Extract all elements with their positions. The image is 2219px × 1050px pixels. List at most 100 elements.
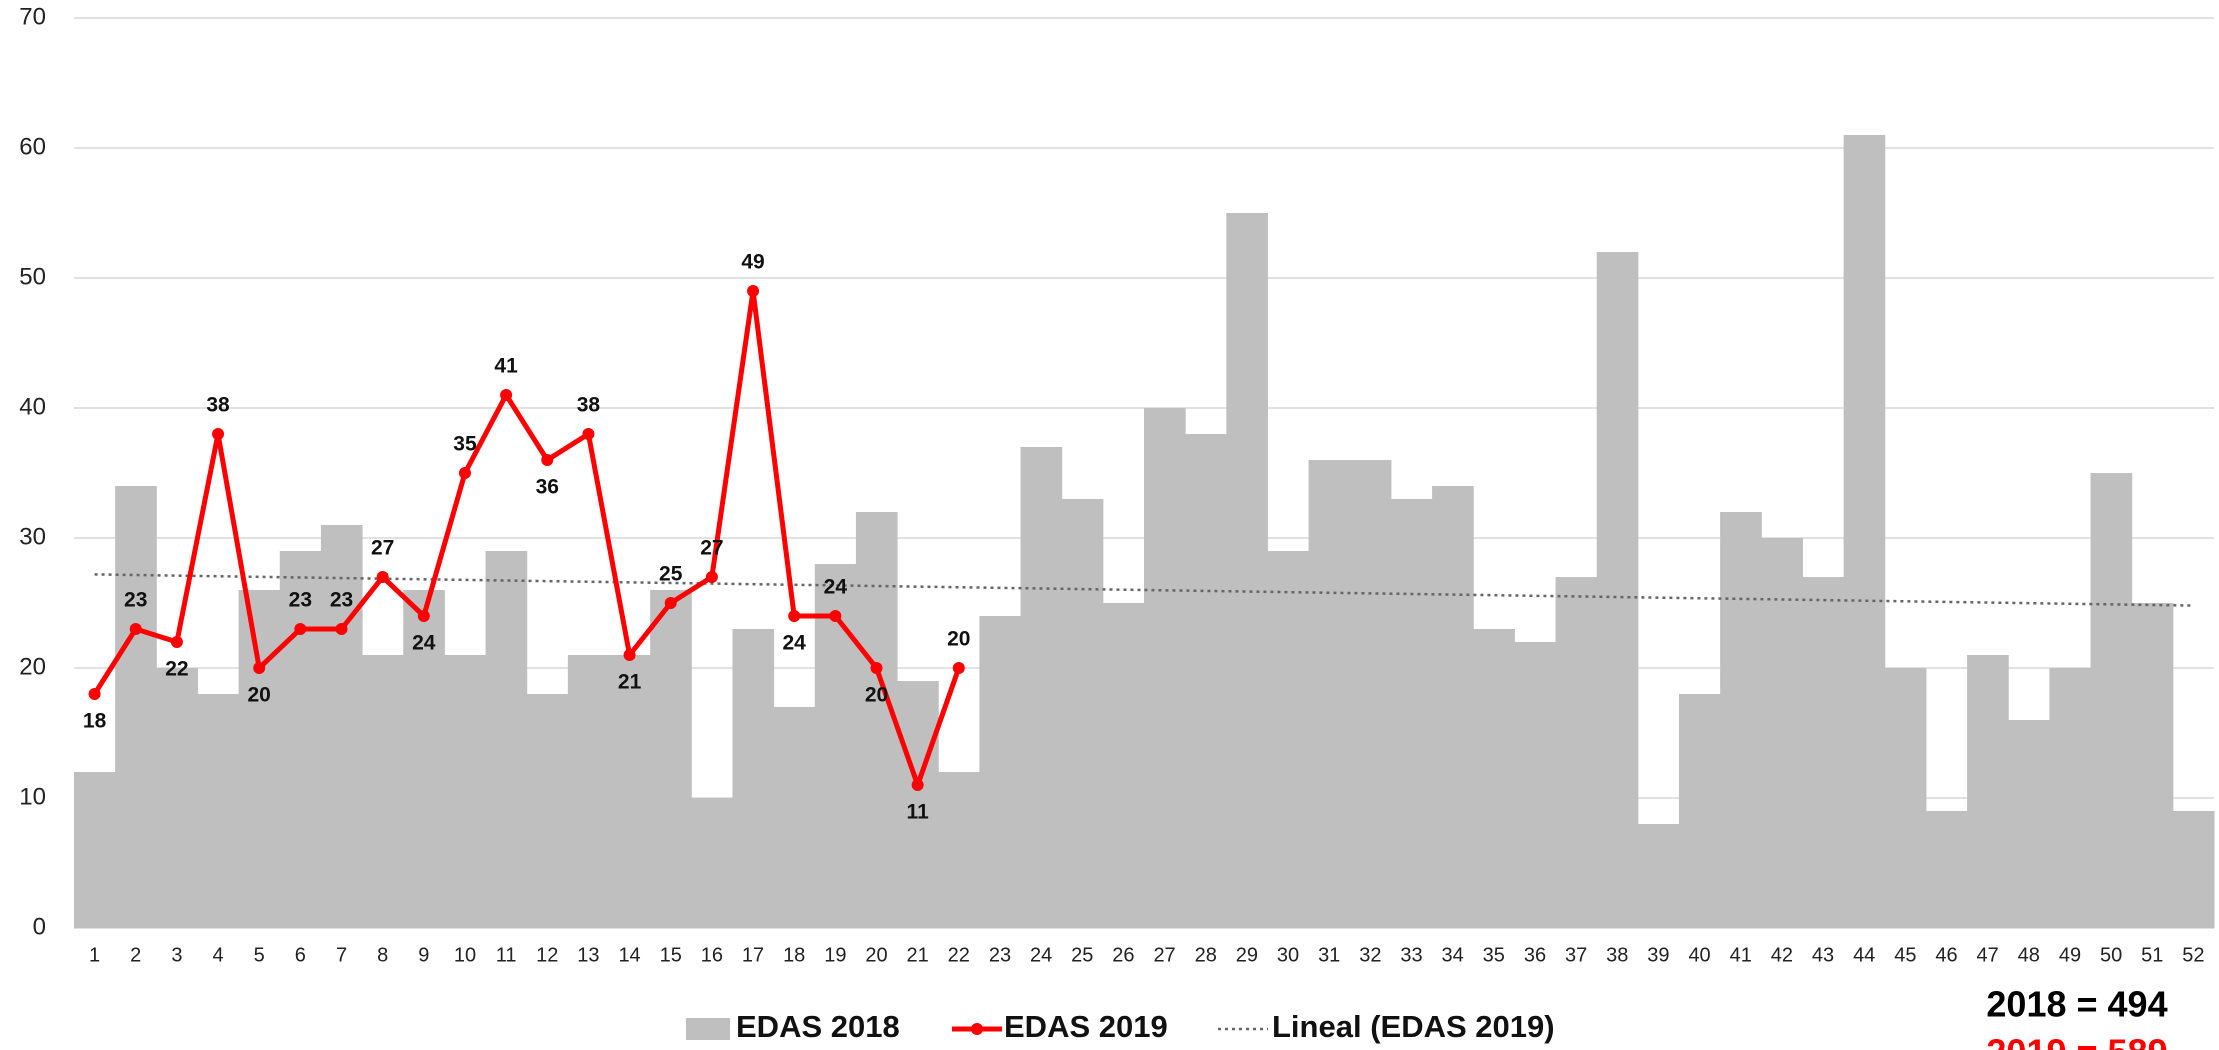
x-tick-label: 19 (824, 944, 846, 966)
x-tick-label: 24 (1030, 944, 1052, 966)
bar (1596, 252, 1639, 928)
x-tick-label: 10 (454, 944, 476, 966)
x-tick-label: 46 (1935, 944, 1957, 966)
data-label: 20 (947, 628, 970, 651)
bar (1802, 577, 1845, 928)
x-tick-label: 25 (1071, 944, 1093, 966)
data-label: 41 (494, 355, 518, 378)
x-tick-label: 37 (1565, 944, 1587, 966)
bar (1349, 460, 1392, 928)
data-label: 35 (453, 433, 477, 456)
data-label: 38 (206, 394, 230, 417)
y-tick-label: 20 (19, 653, 46, 680)
bar (1185, 434, 1227, 928)
x-tick-label: 41 (1730, 944, 1752, 966)
y-tick-label: 10 (19, 783, 46, 810)
data-label: 20 (865, 684, 888, 707)
bar (1884, 668, 1927, 928)
x-tick-label: 50 (2100, 944, 2122, 966)
bar (773, 707, 816, 928)
total: 2019 = 589 (1986, 1032, 2167, 1050)
bar (362, 655, 404, 928)
point (664, 597, 677, 609)
x-tick-label: 28 (1195, 944, 1217, 966)
bar (1390, 499, 1433, 928)
bar (1061, 499, 1104, 928)
x-tick-label: 23 (989, 944, 1011, 966)
bar (1679, 694, 1721, 928)
bar (2172, 811, 2215, 928)
x-tick-label: 4 (212, 944, 223, 966)
bar (2008, 720, 2050, 928)
point (541, 454, 554, 466)
point (747, 285, 760, 297)
x-tick-label: 43 (1812, 944, 1834, 966)
x-tick-label: 34 (1442, 944, 1464, 966)
point (212, 428, 225, 440)
point (623, 649, 636, 661)
x-tick-label: 36 (1524, 944, 1546, 966)
data-label: 24 (824, 576, 848, 599)
bar (197, 694, 240, 928)
bar (156, 668, 198, 928)
data-label: 27 (371, 537, 394, 560)
bar (1637, 824, 1680, 928)
bar (1967, 655, 2009, 928)
bar (2131, 603, 2174, 928)
bar (609, 655, 651, 928)
x-tick-label: 44 (1853, 944, 1875, 966)
point (417, 610, 430, 622)
x-tick-label: 40 (1688, 944, 1710, 966)
x-tick-label: 29 (1236, 944, 1258, 966)
bar (732, 629, 775, 928)
data-label: 11 (907, 801, 930, 824)
x-tick-label: 35 (1483, 944, 1505, 966)
point (376, 571, 389, 583)
x-tick-label: 22 (948, 944, 970, 966)
bar (238, 590, 281, 928)
x-tick-label: 9 (418, 944, 429, 966)
point (705, 571, 718, 583)
point (788, 610, 801, 622)
bar (279, 551, 322, 928)
x-tick-label: 7 (336, 944, 347, 966)
bar (897, 681, 939, 928)
data-label: 23 (289, 589, 312, 612)
y-tick-label: 40 (19, 393, 46, 420)
bar (74, 772, 116, 928)
y-tick-label: 50 (19, 263, 46, 290)
total: 2018 = 494 (1986, 984, 2167, 1025)
x-tick-label: 18 (783, 944, 805, 966)
data-label: 36 (536, 476, 559, 499)
x-tick-label: 12 (536, 944, 558, 966)
y-tick-label: 60 (19, 133, 46, 160)
point (253, 662, 266, 674)
y-tick-label: 70 (19, 3, 46, 30)
bar (1843, 135, 1886, 928)
x-tick-label: 31 (1318, 944, 1340, 966)
legend-label: EDAS 2018 (736, 1009, 900, 1044)
x-tick-label: 45 (1894, 944, 1916, 966)
bar (1020, 447, 1063, 928)
data-label: 24 (783, 632, 807, 655)
bar (1102, 603, 1145, 928)
x-tick-label: 15 (660, 944, 682, 966)
y-tick-label: 30 (19, 523, 46, 550)
x-tick-label: 1 (89, 944, 100, 966)
data-label: 23 (330, 589, 353, 612)
data-label: 21 (618, 671, 642, 694)
bar (115, 486, 157, 928)
x-tick-label: 6 (295, 944, 306, 966)
data-label: 22 (165, 658, 188, 681)
bar (444, 655, 487, 928)
bar (485, 551, 528, 928)
bar (650, 590, 692, 928)
point (129, 623, 142, 635)
bar (1308, 460, 1351, 928)
x-tick-label: 14 (618, 944, 640, 966)
bar (1226, 213, 1268, 928)
x-tick-label: 47 (1977, 944, 1999, 966)
data-label: 20 (248, 684, 271, 707)
x-tick-label: 3 (171, 944, 182, 966)
legend-label: Lineal (EDAS 2019) (1272, 1009, 1555, 1044)
